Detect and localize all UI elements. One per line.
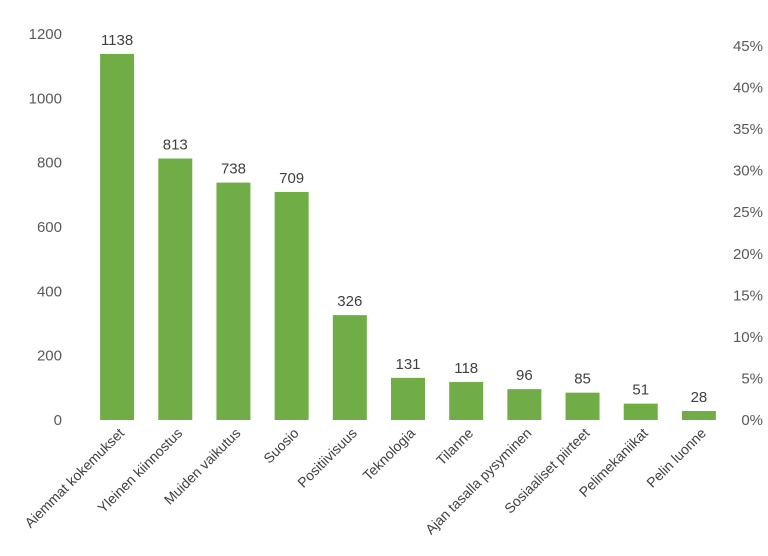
y2-tick-label: 10%: [733, 329, 763, 346]
y-tick-label: 1000: [29, 90, 62, 107]
bar: [391, 377, 425, 420]
y2-tick-label: 35%: [733, 121, 763, 138]
data-label: 326: [337, 293, 362, 310]
y-tick-label: 600: [37, 219, 62, 236]
category-label: Aiemmat kokemukset: [21, 425, 127, 531]
bar: [100, 53, 135, 421]
bar: [623, 403, 658, 420]
y2-tick-label: 5%: [741, 370, 763, 387]
bar: [565, 392, 600, 420]
bar: [274, 191, 309, 420]
y2-tick-label: 20%: [733, 246, 763, 263]
data-label: 813: [163, 136, 188, 153]
y-tick-label: 0: [54, 412, 62, 429]
y-tick-label: 800: [37, 155, 62, 172]
y2-tick-label: 40%: [733, 80, 763, 97]
category-label: Positiivisuus: [294, 425, 360, 491]
category-label: Tilanne: [433, 425, 477, 469]
y2-tick-label: 30%: [733, 163, 763, 180]
data-label: 131: [395, 356, 420, 373]
y2-tick-label: 45%: [733, 38, 763, 55]
data-labels: 1138 813 738 709 326 131 118 96 85 51 28: [101, 32, 707, 406]
bar: [158, 158, 193, 421]
bar: [216, 182, 251, 420]
right-axis-ticks: 0% 5% 10% 15% 20% 25% 30% 35% 40% 45%: [733, 38, 763, 429]
data-label: 85: [574, 371, 591, 388]
y2-tick-label: 25%: [733, 204, 763, 221]
category-label: Pelin luonne: [643, 425, 709, 491]
data-label: 709: [279, 170, 304, 187]
left-axis-ticks: 0 200 400 600 800 1000 1200: [29, 26, 62, 429]
y2-tick-label: 0%: [741, 412, 763, 429]
bar: [449, 382, 484, 420]
data-label: 51: [632, 382, 649, 399]
bar: [332, 315, 367, 420]
data-label: 28: [691, 389, 708, 406]
bar: [681, 410, 716, 420]
category-label: Teknologia: [359, 425, 418, 484]
y-tick-label: 1200: [29, 26, 62, 43]
category-label: Suosio: [260, 425, 302, 467]
y2-tick-label: 15%: [733, 287, 763, 304]
bars: [100, 53, 716, 421]
category-label: Ajan tasalla pysyminen: [422, 425, 535, 538]
y-tick-label: 400: [37, 283, 62, 300]
data-label: 738: [221, 161, 246, 178]
data-label: 118: [454, 360, 478, 377]
data-label: 1138: [101, 32, 133, 49]
data-label: 96: [516, 367, 533, 384]
bar: [507, 389, 542, 420]
y-tick-label: 200: [37, 348, 62, 365]
